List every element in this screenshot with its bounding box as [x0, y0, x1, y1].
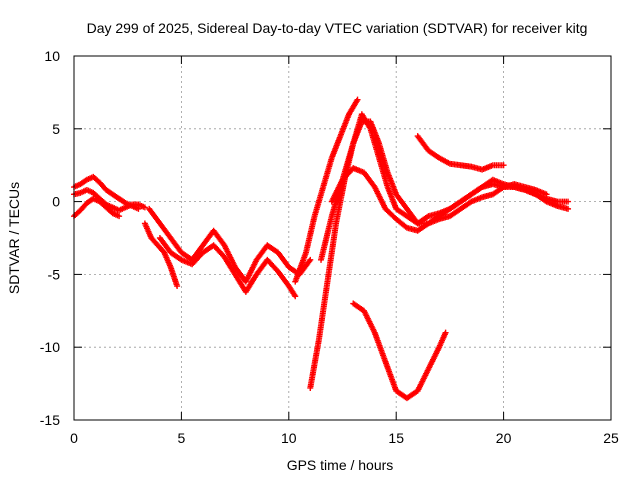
y-tick-label: 5: [52, 121, 60, 137]
data-point: [543, 191, 550, 198]
grid: [74, 56, 611, 420]
series-arc-12: [350, 300, 449, 402]
data-point: [307, 256, 314, 263]
data-point: [141, 204, 148, 211]
x-tick-label: 20: [496, 430, 512, 446]
y-axis-label: SDTVAR / TECUs: [6, 182, 22, 294]
x-tick-label: 0: [70, 430, 78, 446]
series-arc-6: [156, 235, 299, 300]
series-arc-3: [71, 195, 123, 220]
x-tick-label: 10: [281, 430, 297, 446]
data-point: [500, 162, 507, 169]
y-tick-label: 0: [52, 194, 60, 210]
series-arc-10: [328, 165, 550, 234]
data-point: [292, 293, 299, 300]
y-tick-label: -15: [40, 412, 60, 428]
data-point: [442, 329, 449, 336]
x-tick-label: 25: [603, 430, 619, 446]
data-layer: [71, 96, 572, 402]
data-point: [116, 213, 123, 220]
series-arc-4: [141, 220, 181, 290]
data-point: [565, 205, 572, 212]
x-tick-label: 5: [178, 430, 186, 446]
x-tick-label: 15: [388, 430, 404, 446]
series-arc-7: [292, 96, 361, 285]
y-tick-label: 10: [44, 48, 60, 64]
chart-title: Day 299 of 2025, Sidereal Day-to-day VTE…: [87, 20, 588, 36]
data-point: [565, 198, 572, 205]
x-axis-label: GPS time / hours: [287, 457, 394, 473]
y-tick-label: -5: [48, 266, 61, 282]
ticks: 0 5 10 15 20 25 -15 -10 -5 0 5 10: [40, 48, 619, 446]
data-point: [174, 283, 181, 290]
plot-frame: [73, 55, 612, 421]
series-arc-11: [414, 133, 507, 173]
y-tick-label: -10: [40, 339, 60, 355]
data-point: [354, 96, 361, 103]
